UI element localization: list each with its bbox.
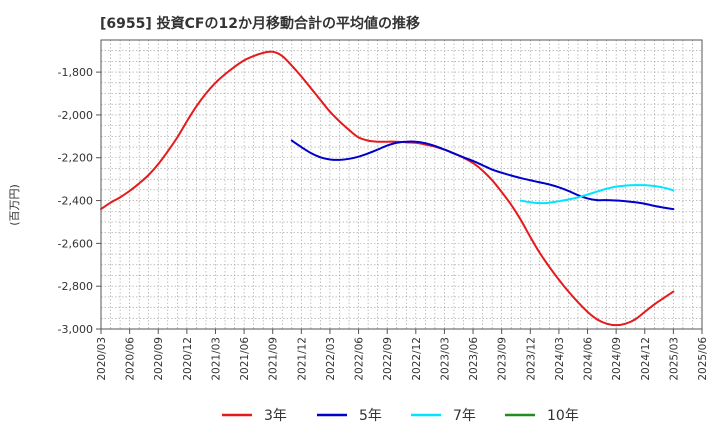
x-tick-label: 2020/06 [125,337,137,381]
y-tick-label: -3,000 [58,323,93,336]
x-tick-label: 2024/06 [583,337,595,381]
x-tick-label: 2020/12 [182,337,194,381]
x-tick-label: 2023/03 [439,337,451,381]
x-tick-label: 2022/06 [354,337,366,381]
plot-axes: -1,800 -2,000 -2,200 -2,400 -2,600 -2,800 -3,0… [58,39,709,381]
x-tick-label: 2020/09 [153,337,165,381]
x-tick-label: 2020/03 [96,337,108,381]
x-tick-label: 2021/06 [239,337,251,381]
x-tick-label: 2025/06 [697,337,709,381]
x-tick-label: 2021/12 [296,337,308,381]
legend-label: 5年 [359,408,382,424]
x-tick-label: 2021/09 [268,337,280,381]
y-axis-label: (百万円) [8,184,21,226]
series-line-3 [519,184,675,205]
series-line-1 [100,50,675,327]
x-tick-label: 2022/09 [382,337,394,381]
x-tick-label: 2024/03 [554,337,566,381]
y-tick-label: -1,800 [58,66,93,79]
x-tick-label: 2023/09 [497,337,509,381]
plot-frame [100,39,703,330]
x-tick-label: 2024/12 [640,337,652,381]
series-line-2 [290,139,675,211]
legend-label: 10年 [547,408,579,424]
x-tick-label: 2023/12 [525,337,537,381]
y-tick-label: -2,400 [58,195,93,208]
x-tick-label: 2022/03 [325,337,337,381]
chart-title: [6955] 投資CFの12か月移動合計の平均値の推移 [100,15,420,32]
legend-label: 3年 [264,408,287,424]
y-tick-label: -2,000 [58,109,93,122]
x-tick-label: 2023/06 [468,337,480,381]
x-tick-label: 2021/03 [210,337,222,381]
y-tick-label: -2,200 [58,152,93,165]
plot-series [100,50,675,327]
y-tick-label: -2,600 [58,237,93,250]
x-tick-label: 2024/09 [611,337,623,381]
chart-legend: 3年 5年 7年 10年 [222,408,579,424]
x-tick-label: 2025/03 [668,337,680,381]
x-tick-label: 2022/12 [411,337,423,381]
y-tick-label: -2,800 [58,280,93,293]
legend-label: 7年 [453,408,476,424]
